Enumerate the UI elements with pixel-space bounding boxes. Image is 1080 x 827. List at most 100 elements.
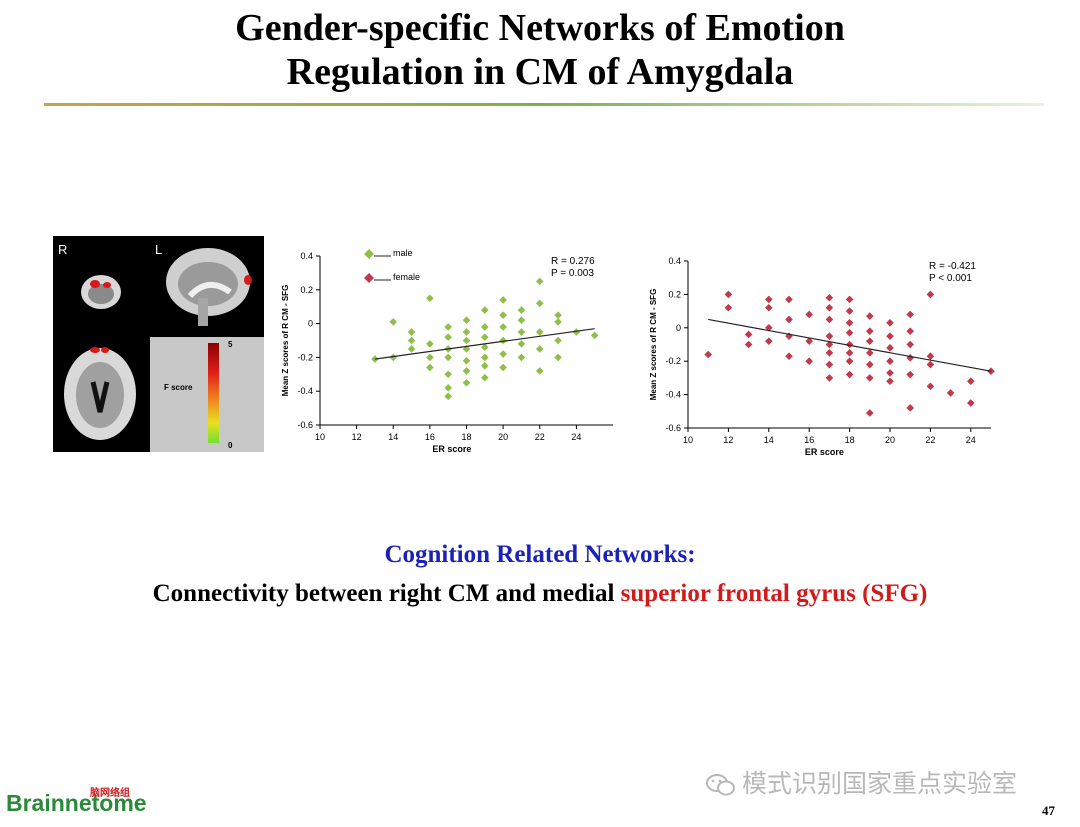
data-point [444,392,452,401]
y-axis-label: Mean Z scores of R CM - SFG [281,285,290,397]
data-point [805,357,813,365]
data-point [825,340,834,349]
colorbar-min: 0 [228,441,233,450]
title-line-2: Regulation in CM of Amygdala [286,51,794,93]
data-point [724,290,733,299]
x-tick-label: 12 [352,432,362,442]
data-point [517,328,526,336]
data-point [886,357,894,365]
logo-text: Brainnetome [6,790,147,816]
data-point [481,362,489,370]
data-point [926,360,935,369]
y-tick-label: 0.4 [668,256,681,266]
data-point [744,340,753,349]
data-point [866,337,874,345]
data-point [825,349,834,357]
colorbar-label: F score [164,383,193,392]
x-axis-label: ER score [805,447,844,457]
x-tick-label: 12 [723,435,733,445]
data-point [785,352,793,360]
data-point [389,353,398,362]
watermark-text: 模式识别国家重点实验室 [742,769,1018,798]
y-tick-label: -0.4 [665,390,681,400]
data-point [886,369,894,377]
label-left: L [155,242,163,257]
data-point [481,323,489,331]
data-point [866,409,874,417]
stat-text: R = 0.276 [551,256,595,267]
colorbar-cell: F score 5 0 [150,337,264,452]
data-point [866,327,874,335]
y-tick-label: 0.2 [668,289,681,299]
page-number: 47 [1042,803,1055,818]
data-point [765,295,773,304]
data-point [845,318,854,327]
data-point [444,384,452,392]
label-right: R [58,242,68,257]
scatter-chart-male: 10 12 14 16 18 20 22 24 0.4 0.2 0 -0.2 -0.4 -0.6 ER sc… [281,248,613,454]
caption-highlight: superior frontal gyrus (SFG) [620,580,928,607]
data-point [462,316,471,325]
brainnetome-logo: Brainnetome 脑网络组 [6,788,147,817]
data-point [499,323,507,331]
title-line-1: Gender-specific Networks of Emotion [235,7,845,49]
coronal-slice: R [53,236,147,334]
logo-cn: 脑网络组 [90,788,130,799]
data-point [866,360,874,369]
data-point [407,328,416,336]
data-point [805,310,813,319]
data-point [906,327,914,335]
x-tick-label: 16 [425,432,435,442]
data-point [785,295,793,304]
data-point [886,318,894,327]
data-point [426,363,434,372]
data-point [535,345,544,353]
colorbar-max: 5 [228,340,233,349]
data-point [426,353,434,362]
data-point [517,306,526,314]
data-point [517,353,526,362]
caption-text: Connectivity between right CM and medial… [0,580,1080,608]
axial-slice [53,337,147,452]
y-tick-label: -0.2 [665,356,681,366]
x-tick-label: 24 [966,435,976,445]
colorbar [208,343,219,443]
data-point [845,340,854,349]
data-point [825,293,834,302]
data-point [444,370,452,379]
data-point [462,356,471,365]
data-point [462,378,471,387]
data-point [765,303,773,312]
data-point [499,311,507,319]
data-point [886,344,894,352]
data-point [825,360,834,369]
stat-text: P = 0.003 [551,268,594,279]
x-tick-label: 10 [683,435,693,445]
data-point [906,354,914,362]
data-point [845,357,854,365]
data-point [444,333,452,341]
y-tick-label: 0.2 [300,285,313,295]
regression-line [374,328,595,360]
x-tick-label: 20 [498,432,508,442]
data-point [845,349,854,357]
data-point [765,337,773,345]
data-point [906,310,914,319]
data-point [499,336,507,345]
caption-text-prefix: Connectivity between right CM and medial [152,580,621,607]
data-point [426,294,434,303]
data-point [967,399,975,407]
x-tick-label: 18 [845,435,855,445]
x-tick-label: 22 [535,432,545,442]
data-point [926,290,935,299]
x-tick-label: 20 [885,435,895,445]
data-point [554,318,562,326]
data-point [481,306,489,314]
data-point [535,299,544,308]
data-point [554,336,562,345]
data-point [481,353,489,362]
data-point [389,318,398,326]
data-point [535,367,544,375]
data-point [724,303,733,312]
data-point [825,303,834,312]
